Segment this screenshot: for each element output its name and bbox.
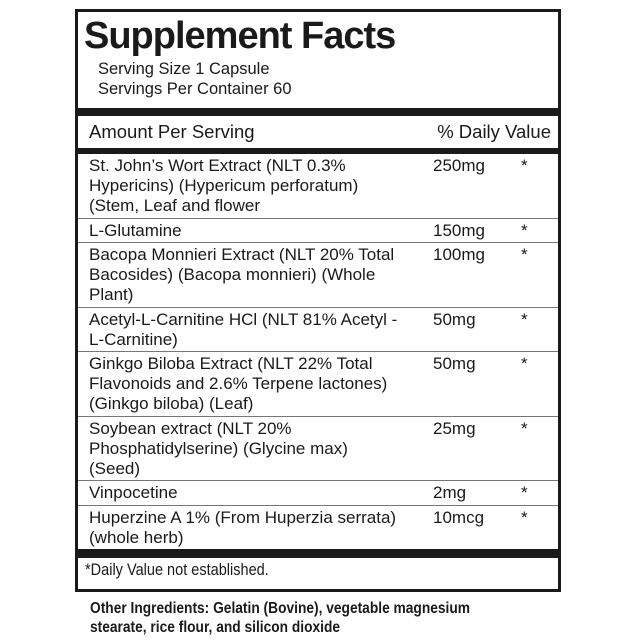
ingredient-amount: 25mg bbox=[433, 418, 476, 438]
column-header-daily-value: % Daily Value bbox=[437, 121, 551, 142]
ingredient-daily-value: * bbox=[521, 156, 528, 175]
ingredient-daily-value: * bbox=[521, 220, 528, 240]
ingredient-row: Huperzine A 1% (From Huperzia serrata) (… bbox=[78, 506, 558, 550]
ingredient-amount: 10mcg bbox=[433, 507, 485, 527]
ingredient-row: Soybean extract (NLT 20% Phosphatidylser… bbox=[78, 417, 558, 481]
ingredient-row: Ginkgo Biloba Extract (NLT 22% Total Fla… bbox=[78, 352, 558, 417]
ingredient-daily-value: * bbox=[521, 507, 528, 527]
separator-bar-top bbox=[78, 108, 558, 116]
ingredient-row: L-Glutamine 150mg * bbox=[78, 219, 558, 243]
ingredient-row: Acetyl-L-Carnitine HCl (NLT 81% Acetyl -… bbox=[78, 308, 558, 352]
ingredient-amount: 2mg bbox=[433, 483, 467, 502]
ingredient-daily-value: * bbox=[521, 354, 528, 373]
ingredient-row: Bacopa Monnieri Extract (NLT 20% Total B… bbox=[78, 243, 558, 308]
ingredient-name: Bacopa Monnieri Extract (NLT 20% Total B… bbox=[89, 245, 395, 304]
ingredient-daily-value: * bbox=[521, 309, 528, 329]
serving-size: Serving Size 1 Capsule bbox=[98, 60, 270, 78]
ingredient-amount: 50mg bbox=[433, 309, 476, 329]
ingredient-rows: St. John’s Wort Extract (NLT 0.3% Hyperi… bbox=[78, 154, 558, 549]
ingredient-amount: 250mg bbox=[433, 156, 485, 175]
column-header-row: Amount Per Serving % Daily Value bbox=[78, 116, 558, 148]
other-ingredients-text: Other Ingredients: Gelatin (Bovine), veg… bbox=[90, 600, 471, 636]
ingredient-row: Vinpocetine 2mg * bbox=[78, 481, 558, 506]
separator-bar-bottom bbox=[78, 549, 558, 558]
ingredient-amount: 50mg bbox=[433, 354, 476, 373]
ingredient-daily-value: * bbox=[521, 418, 528, 438]
ingredient-name: St. John’s Wort Extract (NLT 0.3% Hyperi… bbox=[89, 156, 359, 215]
ingredient-name: Soybean extract (NLT 20% Phosphatidylser… bbox=[89, 418, 348, 478]
ingredient-name: Huperzine A 1% (From Huperzia serrata) (… bbox=[89, 507, 397, 547]
ingredient-name: Ginkgo Biloba Extract (NLT 22% Total Fla… bbox=[89, 354, 388, 413]
ingredient-row: St. John’s Wort Extract (NLT 0.3% Hyperi… bbox=[78, 154, 558, 219]
column-header-amount: Amount Per Serving bbox=[89, 121, 255, 142]
ingredient-daily-value: * bbox=[521, 483, 528, 502]
ingredient-name: Acetyl-L-Carnitine HCl (NLT 81% Acetyl -… bbox=[89, 309, 398, 349]
serving-info: Serving Size 1 Capsule Servings Per Cont… bbox=[98, 59, 552, 99]
servings-per-container: Servings Per Container 60 bbox=[98, 80, 292, 98]
daily-value-footnote: *Daily Value not established. bbox=[85, 561, 269, 579]
ingredient-daily-value: * bbox=[521, 245, 528, 264]
ingredient-name: Vinpocetine bbox=[89, 483, 178, 502]
ingredient-amount: 100mg bbox=[433, 245, 485, 264]
ingredient-name: L-Glutamine bbox=[89, 220, 182, 240]
ingredient-amount: 150mg bbox=[433, 220, 485, 240]
separator-bar-header bbox=[78, 148, 558, 154]
supplement-facts-panel: Supplement Facts Serving Size 1 Capsule … bbox=[75, 9, 561, 592]
panel-title: Supplement Facts bbox=[84, 15, 396, 57]
